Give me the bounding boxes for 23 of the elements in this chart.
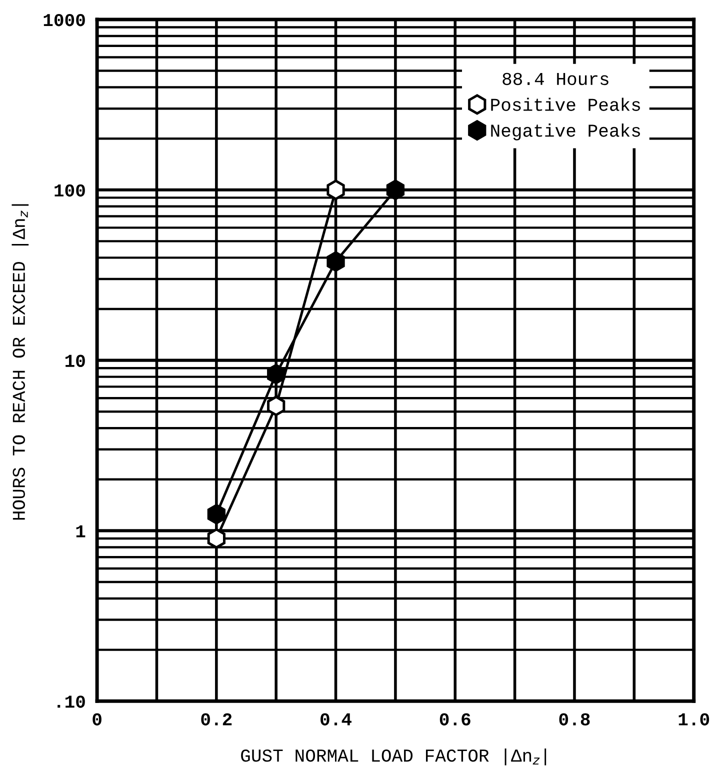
point (326, 251, 345, 272)
point (326, 180, 345, 200)
legend-label: Negative Peaks (491, 124, 640, 140)
x-tick-label: 0.4 (320, 713, 352, 726)
x-tick-label: 0.8 (559, 713, 590, 726)
x-tick-label: 1.0 (678, 713, 710, 726)
y-tick-label: 10 (66, 354, 85, 368)
y-tick-label: 100 (54, 184, 85, 197)
y-tick-label: .10 (58, 696, 85, 708)
x-axis-title: GUST NORMAL LOAD FACTOR |Δn$_{z}$| (241, 748, 546, 766)
y-axis-title: HOURS TO REACH OR EXCEED |Δn$_{z}$| (12, 204, 29, 520)
legend-title: 88.4 Hours (502, 72, 608, 86)
point (386, 180, 405, 200)
point (267, 364, 286, 384)
point (207, 504, 226, 524)
point (207, 528, 226, 549)
x-tick-label: 0.2 (201, 713, 232, 726)
y-tick-label: 1000 (44, 14, 85, 26)
point (267, 396, 286, 416)
y-tick-label: 1 (76, 525, 86, 538)
x-tick-label: 0.6 (440, 713, 470, 726)
legend-label: Positive Peaks (491, 98, 640, 111)
x-tick-label: 0 (92, 713, 102, 726)
